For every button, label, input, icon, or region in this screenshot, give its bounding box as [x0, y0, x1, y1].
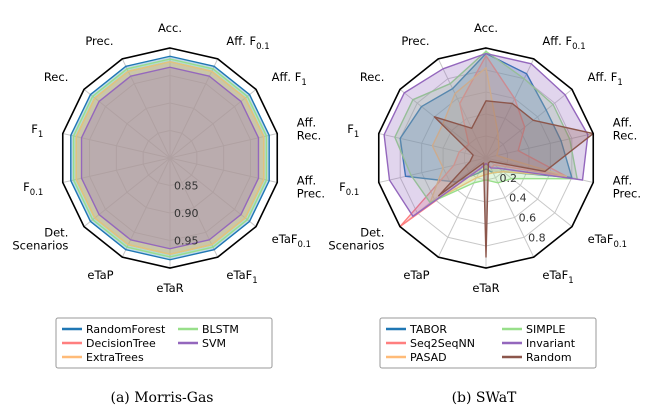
axis-label: Acc. — [474, 21, 498, 35]
axis-label: Prec. — [401, 34, 429, 48]
series-svm — [80, 66, 260, 250]
legend-entry: BLSTM — [202, 323, 239, 336]
legend-entry: ExtraTrees — [86, 351, 144, 364]
grid-spoke — [485, 157, 573, 227]
legend-entry: SIMPLE — [526, 323, 565, 336]
legend-entry: TABOR — [409, 323, 447, 336]
grid-spoke — [485, 58, 535, 159]
caption-morris-gas: (a) Morris-Gas — [111, 390, 214, 406]
axis-label: eTaF0.1 — [588, 232, 627, 250]
axis-label: Scenarios — [12, 239, 68, 253]
axis-label: Rec. — [613, 129, 638, 143]
series-extratrees — [75, 61, 265, 255]
legend-entry: Seq2SeqNN — [410, 337, 475, 350]
legend-box — [379, 317, 597, 369]
axis-label: F1 — [31, 122, 43, 140]
tick-label: 0.4 — [509, 192, 527, 205]
axis-label: Aff. F0.1 — [542, 34, 585, 52]
series-simple — [394, 50, 578, 204]
grid-spoke — [437, 58, 487, 159]
legend-entry: Invariant — [526, 337, 576, 350]
axis-label: Acc. — [158, 21, 182, 35]
legend-entry: Random — [526, 351, 572, 364]
tick-label: 0.8 — [528, 231, 546, 244]
series-blstm — [72, 58, 268, 258]
axis-label: F0.1 — [339, 180, 359, 198]
caption-swat: (b) SWaT — [452, 390, 517, 406]
axis-label: Aff. — [297, 116, 316, 130]
grid-spoke — [169, 58, 219, 159]
tick-label: 0.85 — [174, 180, 199, 193]
radar-frame — [61, 47, 279, 269]
axis-label: Aff. — [297, 173, 316, 187]
axis-label: Det. — [44, 226, 68, 240]
grid-spoke — [169, 157, 257, 227]
axis-label: Aff. F0.1 — [226, 34, 269, 52]
axis-label: Aff. F1 — [588, 70, 623, 88]
axis-label: Prec. — [613, 186, 641, 200]
grid-spoke — [485, 133, 594, 159]
axis-label: Det. — [360, 226, 384, 240]
axis-label: Prec. — [297, 186, 325, 200]
grid-spoke — [169, 89, 257, 159]
grid-spoke — [83, 157, 171, 227]
axis-label: Aff. — [613, 116, 632, 130]
axis-label: Aff. — [613, 173, 632, 187]
series-tabor — [399, 52, 573, 183]
grid-spoke — [169, 133, 278, 159]
axis-label: F1 — [347, 122, 359, 140]
tick-label: 0.6 — [519, 211, 537, 224]
grid-spoke — [485, 157, 535, 258]
axis-label: eTaR — [472, 281, 499, 295]
axis-label: eTaP — [87, 268, 113, 282]
legend-entry: PASAD — [410, 351, 447, 364]
axis-label: Rec. — [44, 70, 69, 84]
series-invariant — [383, 52, 589, 217]
tick-label: 0.95 — [174, 235, 199, 248]
axis-label: Scenarios — [328, 239, 384, 253]
grid-spoke — [437, 157, 487, 258]
axis-label: Rec. — [297, 129, 322, 143]
legend-entry: SVM — [202, 337, 226, 350]
tick-label: 0.2 — [500, 172, 517, 185]
axis-label: Rec. — [360, 70, 385, 84]
axis-label: eTaF0.1 — [272, 232, 311, 250]
axis-label: Aff. F1 — [272, 70, 307, 88]
axis-label: F0.1 — [23, 180, 43, 198]
series-random — [433, 100, 594, 258]
grid-spoke — [121, 157, 171, 258]
axis-label: eTaR — [156, 281, 183, 295]
tick-label: 0.90 — [174, 207, 199, 220]
series-randomforest — [70, 55, 270, 261]
grid-spoke — [169, 157, 219, 258]
axis-label: Prec. — [85, 34, 113, 48]
grid-spoke — [62, 133, 171, 159]
radar-frame — [377, 47, 595, 269]
grid-spoke — [169, 157, 278, 183]
legend-entry: DecisionTree — [86, 337, 156, 350]
axis-label: eTaF1 — [542, 268, 573, 286]
legend-entry: RandomForest — [86, 323, 166, 336]
legend-box — [55, 317, 273, 369]
grid-spoke — [83, 89, 171, 159]
grid-spoke — [62, 157, 171, 183]
grid-spoke — [121, 58, 171, 159]
axis-label: eTaF1 — [226, 268, 257, 286]
grid-spoke — [378, 157, 487, 183]
axis-label: eTaP — [403, 268, 429, 282]
grid-spoke — [485, 89, 573, 159]
